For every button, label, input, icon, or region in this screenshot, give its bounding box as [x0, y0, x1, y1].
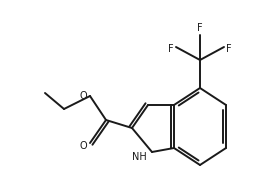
Text: O: O	[79, 91, 87, 101]
Text: O: O	[79, 141, 87, 151]
Text: F: F	[197, 23, 203, 33]
Text: F: F	[168, 44, 174, 54]
Text: NH: NH	[132, 152, 147, 162]
Text: F: F	[226, 44, 232, 54]
